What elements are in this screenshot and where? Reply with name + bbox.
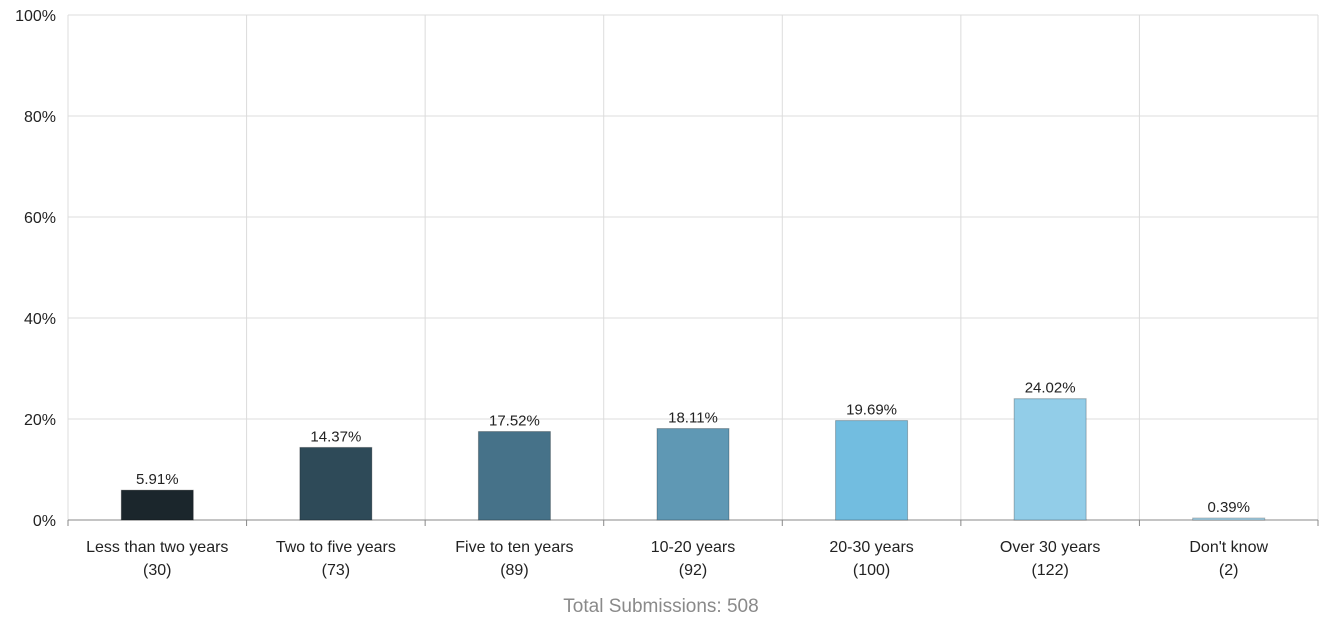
total-submissions: Total Submissions: 508: [563, 596, 759, 617]
bar-value-label: 24.02%: [1025, 380, 1076, 397]
bar-value-label: 0.39%: [1207, 499, 1250, 516]
category-count: (30): [143, 562, 171, 579]
bar-value-label: 17.52%: [489, 413, 540, 430]
category-label: Over 30 years: [1000, 539, 1100, 556]
bar: [299, 446, 373, 521]
y-tick-label: 100%: [15, 8, 56, 25]
bar-value-label: 14.37%: [310, 428, 361, 445]
bar: [1013, 398, 1087, 521]
y-tick-label: 20%: [24, 412, 56, 429]
category-count: (92): [679, 562, 707, 579]
bar: [835, 420, 909, 521]
category-label: Two to five years: [276, 539, 396, 556]
y-tick-label: 80%: [24, 109, 56, 126]
category-count: (2): [1219, 562, 1239, 579]
category-label: 10-20 years: [651, 539, 736, 556]
category-count: (73): [322, 562, 350, 579]
y-tick-label: 60%: [24, 210, 56, 227]
category-count: (100): [853, 562, 890, 579]
bar-value-label: 5.91%: [136, 471, 179, 488]
category-label: Less than two years: [86, 539, 228, 556]
bar-value-label: 19.69%: [846, 402, 897, 419]
category-label: Don't know: [1189, 539, 1268, 556]
bar: [477, 431, 551, 521]
bar-value-label: 18.11%: [668, 410, 718, 427]
category-label: 20-30 years: [829, 539, 914, 556]
bar: [120, 489, 194, 521]
y-tick-label: 0%: [33, 513, 56, 530]
y-tick-label: 40%: [24, 311, 56, 328]
category-count: (89): [500, 562, 528, 579]
category-count: (122): [1031, 562, 1068, 579]
bar: [656, 428, 730, 521]
category-label: Five to ten years: [455, 539, 573, 556]
bar: [1192, 517, 1266, 521]
